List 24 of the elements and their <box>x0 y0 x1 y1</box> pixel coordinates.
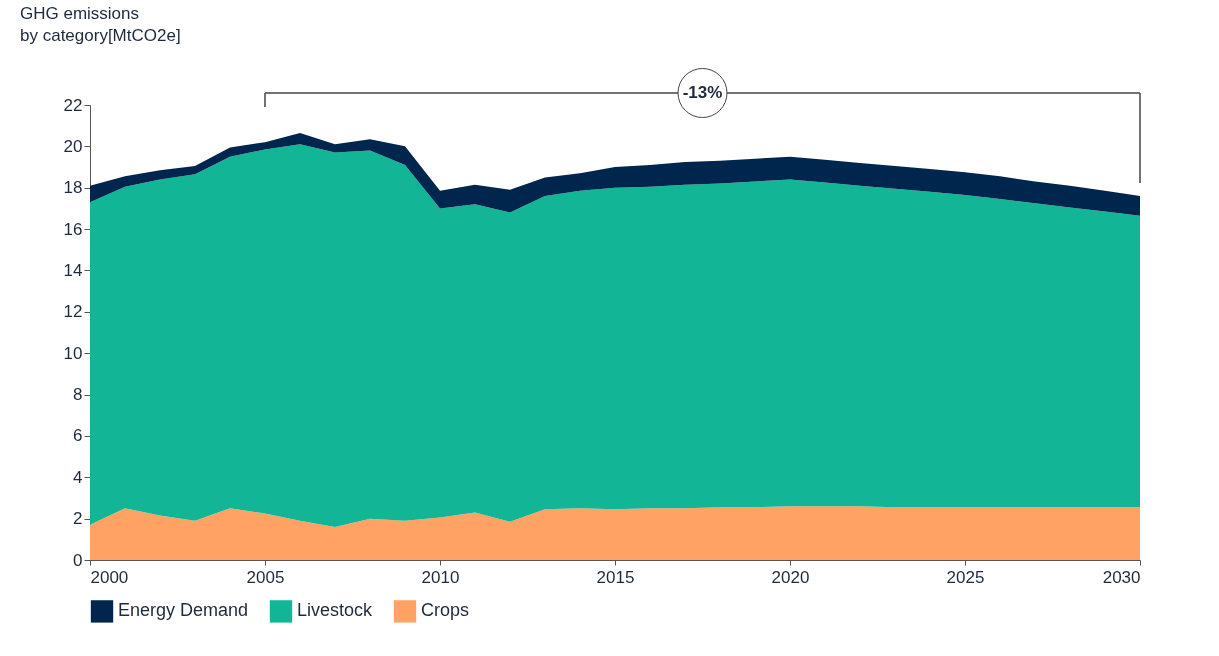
y-tick-label: 16 <box>63 219 83 239</box>
y-tick-label: 6 <box>73 426 83 446</box>
x-tick-label: 2015 <box>596 567 635 587</box>
x-tick-label: 2010 <box>421 567 460 587</box>
y-tick-label: 22 <box>63 95 83 115</box>
y-tick-label: 4 <box>73 467 83 487</box>
legend-label: Crops <box>421 600 470 621</box>
chart-title: GHG emissions by category[MtCO2e] <box>20 3 181 45</box>
y-tick-label: 10 <box>63 343 83 363</box>
y-tick-label: 8 <box>73 385 83 405</box>
y-tick-label: 2 <box>73 509 83 529</box>
y-tick-label: 12 <box>63 302 83 322</box>
y-tick-label: 20 <box>63 136 83 156</box>
x-tick-label: 2020 <box>771 567 810 587</box>
legend-label: Energy Demand <box>118 600 249 621</box>
x-tick-label: 2025 <box>946 567 985 587</box>
y-tick-label: 14 <box>63 260 83 280</box>
x-tick-label: 2005 <box>246 567 285 587</box>
y-tick-label: 0 <box>73 550 83 570</box>
x-tick-label: 2000 <box>90 567 129 587</box>
y-tick-label: 18 <box>63 178 83 198</box>
x-tick-label: 2030 <box>1102 567 1141 587</box>
text: -13% <box>682 83 723 102</box>
legend-label: Livestock <box>297 600 374 621</box>
